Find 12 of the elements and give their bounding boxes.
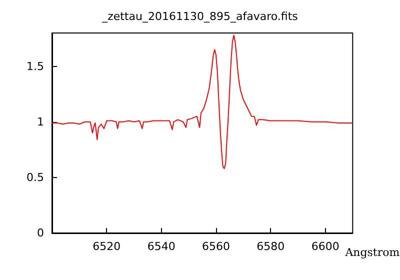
line-series xyxy=(52,34,354,170)
x-tick-label: 6540 xyxy=(147,240,176,253)
x-tick-label: 6520 xyxy=(92,240,121,253)
x-tick-label: 6560 xyxy=(202,240,230,253)
chart-title: _zettau_20161130_895_afavaro.fits xyxy=(101,10,298,23)
y-tick-label: 0 xyxy=(37,226,44,240)
y-tick-label: 1.5 xyxy=(26,60,44,73)
x-axis-title: Angstrom xyxy=(344,246,400,259)
x-tick-label: 6580 xyxy=(256,240,285,253)
y-tick-label: 1 xyxy=(37,115,44,128)
x-tick-label: 6600 xyxy=(311,240,340,253)
y-tick-label: 0.5 xyxy=(26,170,44,184)
